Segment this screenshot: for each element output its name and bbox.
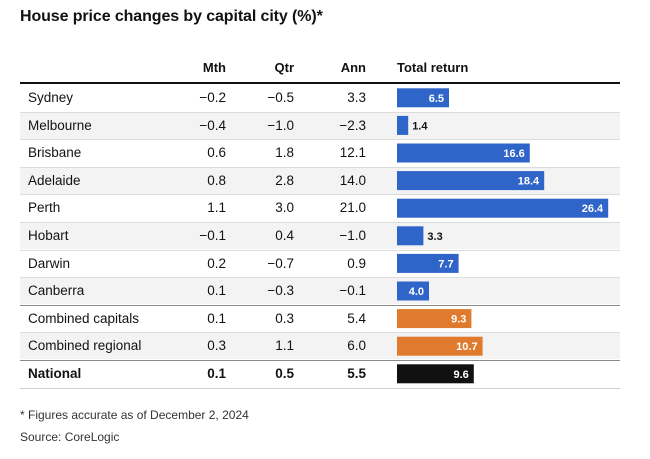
row-separator <box>20 222 620 223</box>
row-separator <box>20 111 620 113</box>
total-return-label: 6.5 <box>429 93 444 105</box>
row-separator <box>20 194 620 196</box>
row-label: Perth <box>28 200 61 216</box>
row-label: Melbourne <box>28 117 92 133</box>
mth-value: −0.1 <box>199 228 226 243</box>
row-separator <box>20 332 620 334</box>
mth-value: 0.3 <box>207 338 226 354</box>
total-return-bar <box>397 143 530 163</box>
total-return-bar <box>397 115 409 135</box>
row-label: Canberra <box>28 283 85 299</box>
qtr-value: −0.3 <box>267 283 294 299</box>
table-row <box>20 222 620 249</box>
group-separator <box>20 304 620 306</box>
mth-value: 0.2 <box>207 255 226 271</box>
ann-value: 5.5 <box>347 366 366 381</box>
total-return-label: 9.6 <box>454 369 469 381</box>
mth-value: 0.1 <box>207 310 226 326</box>
total-return-label: 9.3 <box>451 314 466 326</box>
row-label: Sydney <box>28 90 74 105</box>
total-return-label: 26.4 <box>582 203 604 215</box>
row-label: Combined regional <box>28 338 142 354</box>
total-return-label: 7.7 <box>438 258 453 270</box>
qtr-value: −0.7 <box>267 255 294 271</box>
header-ann: Ann <box>340 60 366 75</box>
footnote: * Figures accurate as of December 2, 202… <box>20 408 249 422</box>
ann-value: −1.0 <box>339 228 366 243</box>
qtr-value: 0.5 <box>275 366 294 381</box>
mth-value: 0.1 <box>207 283 226 299</box>
header-mth: Mth <box>202 60 226 75</box>
ann-value: 21.0 <box>339 200 366 216</box>
total-return-label: 3.3 <box>427 231 442 243</box>
total-return-label: 4.0 <box>409 286 424 298</box>
qtr-value: 2.8 <box>275 172 294 188</box>
header-total-return: Total return <box>397 60 469 75</box>
total-return-bar <box>397 281 429 301</box>
mth-value: −0.4 <box>199 117 226 133</box>
header-qtr: Qtr <box>274 60 295 75</box>
mth-value: 1.1 <box>207 200 226 216</box>
ann-value: −0.1 <box>339 283 366 299</box>
row-label: Darwin <box>28 255 71 271</box>
ann-value: 5.4 <box>347 310 366 326</box>
row-separator <box>20 139 620 141</box>
row-label: Adelaide <box>28 172 81 188</box>
total-return-label: 10.7 <box>456 341 477 353</box>
total-return-bar <box>397 88 449 108</box>
row-label: National <box>28 366 82 381</box>
qtr-value: 1.1 <box>275 338 294 354</box>
row-separator <box>20 277 620 279</box>
qtr-value: 1.8 <box>275 145 294 161</box>
ann-value: 12.1 <box>339 145 366 161</box>
table-bottom-rule <box>20 387 620 389</box>
qtr-value: 3.0 <box>275 200 294 216</box>
ann-value: 0.9 <box>347 255 366 271</box>
row-separator <box>20 166 620 168</box>
total-return-label: 18.4 <box>518 176 540 188</box>
qtr-value: −0.5 <box>267 90 294 105</box>
row-separator <box>20 249 620 251</box>
total-return-bar <box>397 364 474 384</box>
ann-value: 6.0 <box>347 338 366 354</box>
source: Source: CoreLogic <box>20 430 120 444</box>
table-row <box>20 332 620 360</box>
total-return-bar <box>397 253 459 273</box>
ann-value: 3.3 <box>347 90 366 105</box>
total-return-bar <box>397 226 424 246</box>
mth-value: 0.1 <box>207 366 226 381</box>
total-return-bar <box>397 336 483 356</box>
total-return-label: 1.4 <box>412 120 428 132</box>
qtr-value: −1.0 <box>267 117 294 133</box>
table-row <box>20 111 620 139</box>
mth-value: 0.6 <box>207 145 226 161</box>
ann-value: −2.3 <box>339 117 366 133</box>
row-label: Combined capitals <box>28 310 140 326</box>
group-separator <box>20 360 620 361</box>
total-return-bar <box>397 198 609 218</box>
row-label: Brisbane <box>28 145 82 161</box>
qtr-value: 0.3 <box>275 310 294 326</box>
ann-value: 14.0 <box>339 172 366 188</box>
total-return-bar <box>397 171 545 191</box>
chart-title: House price changes by capital city (%)* <box>20 8 323 25</box>
total-return-label: 16.6 <box>503 148 524 160</box>
mth-value: −0.2 <box>199 90 226 105</box>
header-rule <box>20 82 620 84</box>
mth-value: 0.8 <box>207 172 226 188</box>
total-return-bar <box>397 309 472 329</box>
table-row <box>20 277 620 305</box>
qtr-value: 0.4 <box>275 228 294 243</box>
row-label: Hobart <box>28 228 69 243</box>
